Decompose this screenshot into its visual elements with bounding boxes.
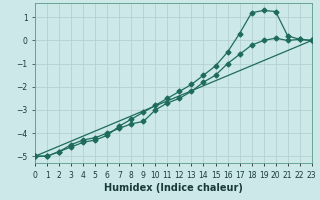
X-axis label: Humidex (Indice chaleur): Humidex (Indice chaleur) [104, 183, 243, 193]
